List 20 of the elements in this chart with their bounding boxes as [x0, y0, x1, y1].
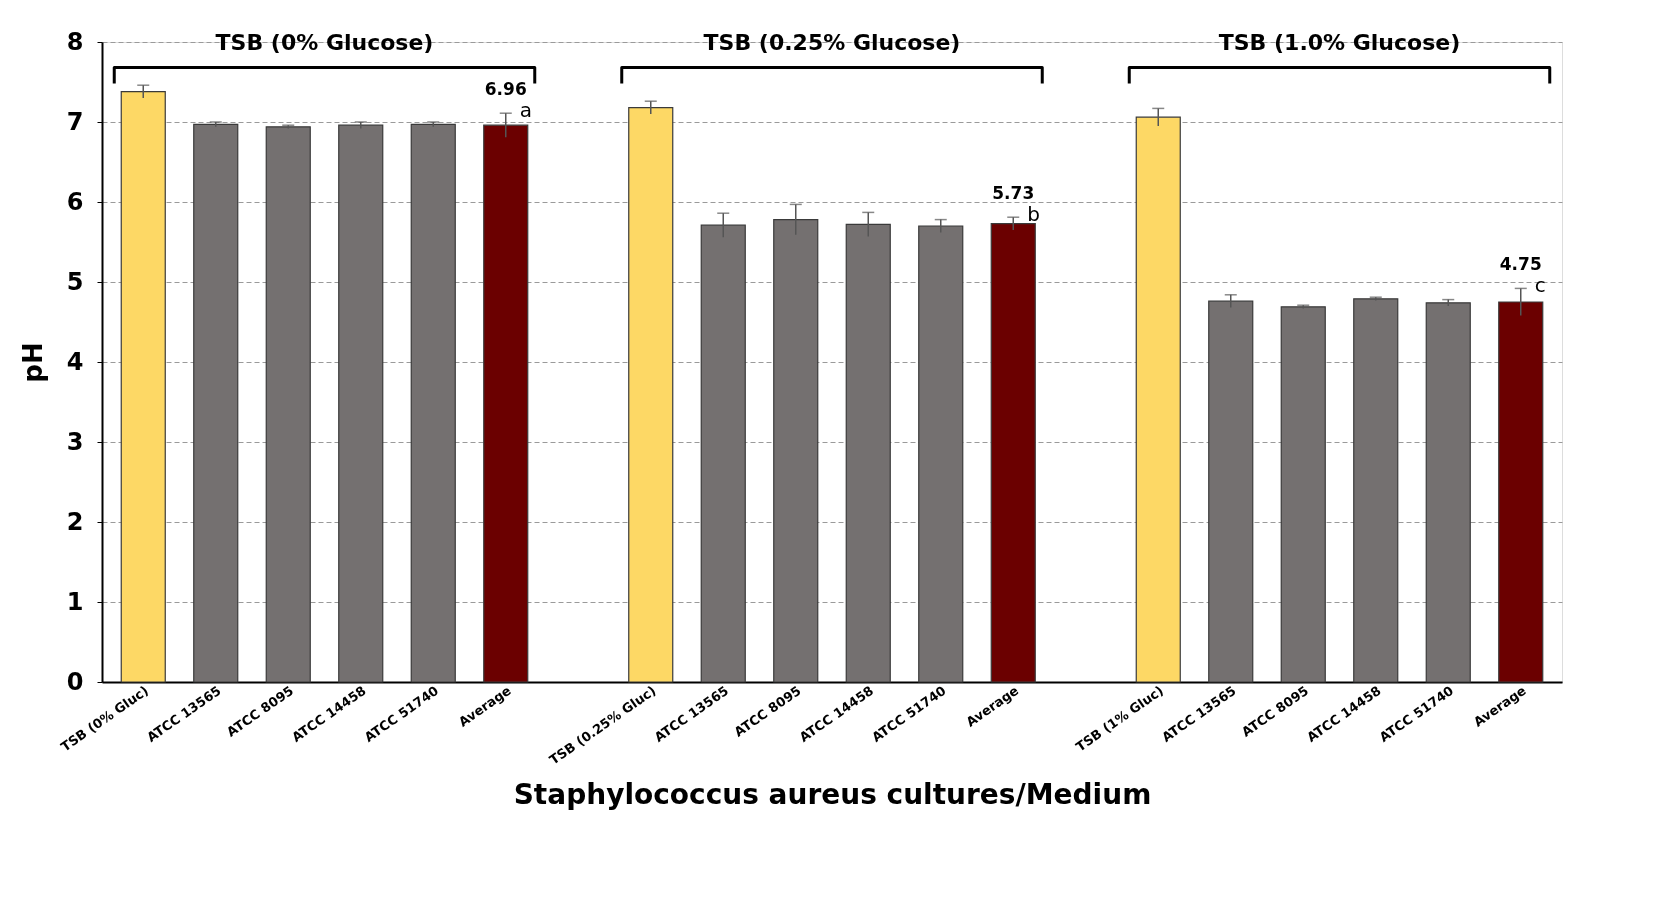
- annotation: TSB (1.0% Glucose): [1218, 29, 1461, 55]
- y-tick-label: 8: [66, 27, 84, 56]
- data-label: 5.73: [992, 183, 1035, 204]
- x-axis-title: Staphylococcus aureus cultures/Medium: [513, 777, 1152, 811]
- annotation: TSB (0.25% Glucose): [703, 29, 961, 55]
- y-tick-label: 7: [66, 107, 84, 136]
- y-tick-label: 2: [66, 507, 84, 536]
- annotation: a: [519, 98, 533, 123]
- y-tick-label: 1: [66, 587, 84, 616]
- annotation: b: [1027, 202, 1040, 227]
- y-tick-label: 0: [66, 667, 84, 696]
- y-tick-label: 6: [66, 187, 84, 216]
- y-tick-label: 3: [66, 427, 84, 456]
- y-tick-label: 4: [66, 347, 84, 376]
- y-axis-title: pH: [17, 342, 48, 383]
- data-label: 4.75: [1499, 254, 1542, 275]
- data-label: 6.96: [484, 79, 527, 100]
- y-tick-label: 5: [66, 267, 84, 296]
- annotation: c: [1534, 273, 1546, 298]
- annotation: TSB (0% Glucose): [215, 29, 434, 55]
